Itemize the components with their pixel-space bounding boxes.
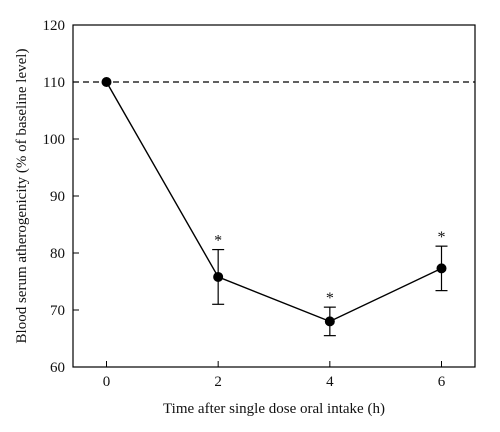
y-tick-label: 70 bbox=[50, 303, 65, 319]
significance-marker: * bbox=[326, 290, 334, 307]
data-point bbox=[436, 263, 447, 274]
y-axis-label: Blood serum atherogenicity (% of baselin… bbox=[14, 49, 30, 344]
y-tick-label: 90 bbox=[50, 189, 65, 205]
significance-marker: * bbox=[438, 229, 446, 246]
series-line bbox=[105, 81, 442, 323]
x-tick-label: 4 bbox=[326, 374, 334, 390]
x-tick-label: 0 bbox=[103, 374, 111, 390]
plot-frame bbox=[72, 24, 476, 368]
series-group: * * * bbox=[101, 77, 448, 337]
y-tick-label: 110 bbox=[43, 75, 65, 91]
significance-marker: * bbox=[214, 233, 222, 250]
data-point bbox=[324, 316, 335, 327]
x-tick-label: 2 bbox=[214, 374, 222, 390]
data-point bbox=[101, 77, 112, 87]
x-axis-label: Time after single dose oral intake (h) bbox=[163, 401, 385, 417]
y-tick-label: 100 bbox=[43, 132, 66, 148]
y-tick-label: 120 bbox=[43, 18, 66, 34]
y-tick-label: 80 bbox=[50, 246, 65, 262]
data-point bbox=[213, 271, 224, 282]
y-tick-label: 60 bbox=[50, 360, 65, 376]
x-tick-label: 6 bbox=[438, 374, 446, 390]
axis-ticks: 60 70 80 90 100 110 120 0 2 4 6 bbox=[43, 18, 446, 390]
